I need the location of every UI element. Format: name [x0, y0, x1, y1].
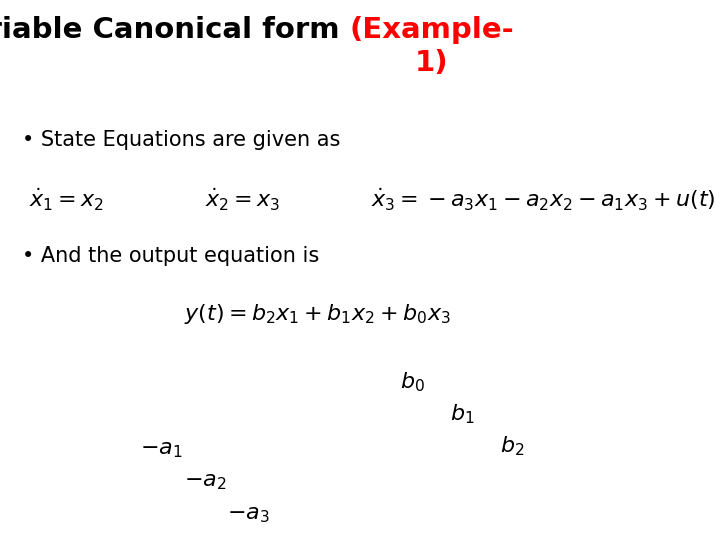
Text: Phase Variable Canonical form: Phase Variable Canonical form	[0, 16, 349, 44]
Text: • And the output equation is: • And the output equation is	[22, 246, 319, 266]
Text: $-a_1$: $-a_1$	[140, 440, 183, 460]
Text: • State Equations are given as: • State Equations are given as	[22, 130, 340, 150]
Text: (Example-
1): (Example- 1)	[349, 16, 514, 77]
Text: $y(t) = b_2 x_1 + b_1 x_2 + b_0 x_3$: $y(t) = b_2 x_1 + b_1 x_2 + b_0 x_3$	[184, 302, 450, 326]
Text: $\dot{x}_3 = -a_3 x_1 - a_2 x_2 - a_1 x_3 + u(t)$: $\dot{x}_3 = -a_3 x_1 - a_2 x_2 - a_1 x_…	[371, 186, 716, 213]
Text: $\dot{x}_1 = x_2$: $\dot{x}_1 = x_2$	[29, 186, 104, 213]
Text: $b_1$: $b_1$	[450, 402, 474, 426]
Text: $b_0$: $b_0$	[400, 370, 425, 394]
Text: $-a_2$: $-a_2$	[184, 472, 226, 492]
Text: $\dot{x}_2 = x_3$: $\dot{x}_2 = x_3$	[205, 186, 281, 213]
Text: $-a_3$: $-a_3$	[227, 505, 269, 525]
Text: $b_2$: $b_2$	[500, 435, 525, 458]
